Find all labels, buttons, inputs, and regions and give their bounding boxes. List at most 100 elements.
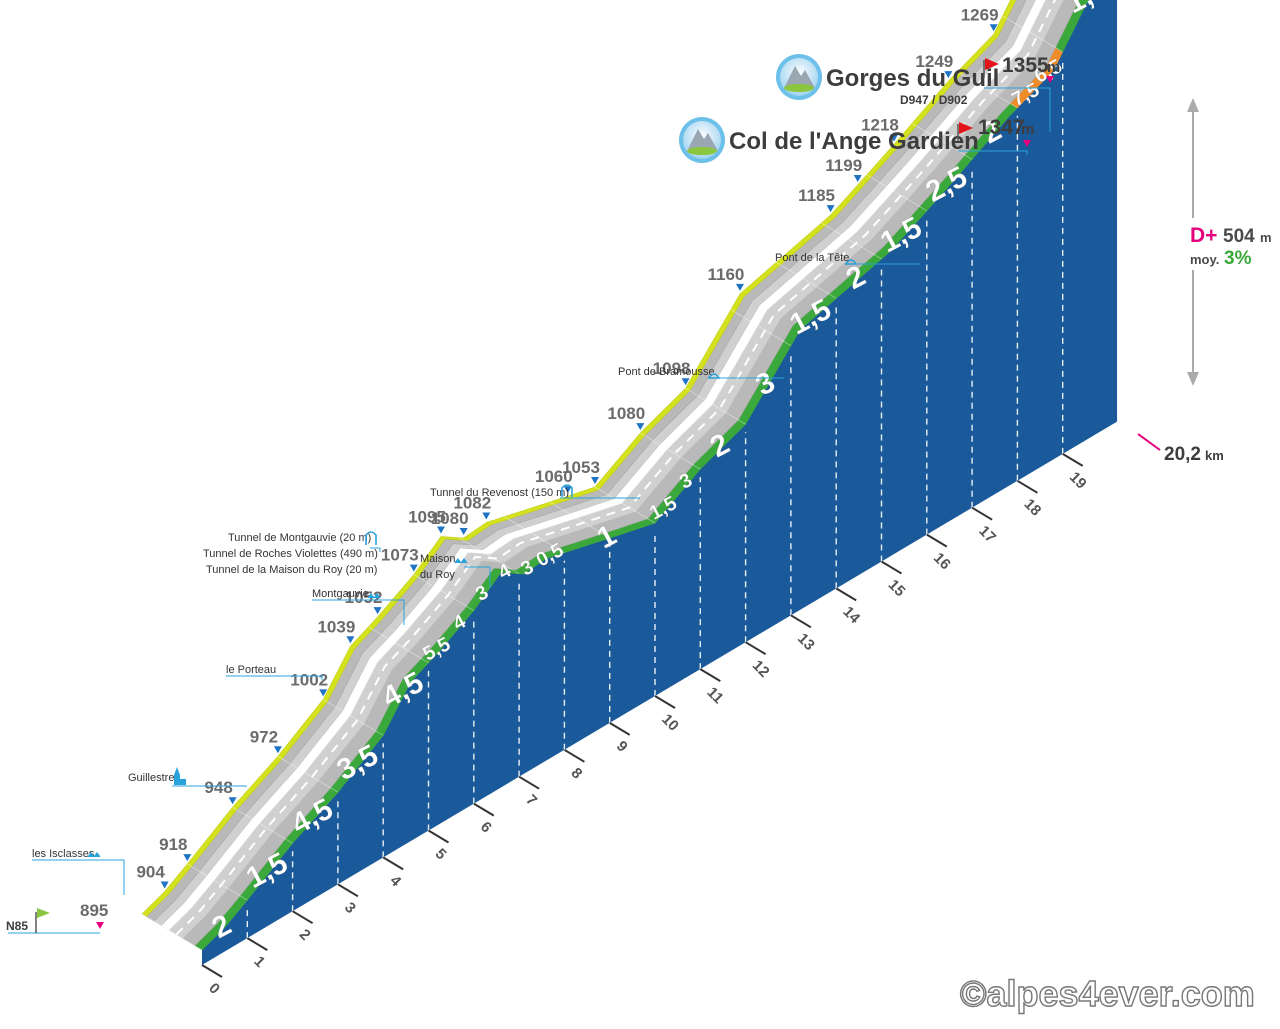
village-icon: [367, 593, 381, 599]
altitude-marker-icon: [459, 528, 468, 536]
elevation-gain-label: D+: [1190, 224, 1217, 247]
altitude-marker-icon: [944, 71, 953, 79]
altitude-label: 1249: [915, 52, 953, 71]
altitude-marker-icon: [436, 526, 445, 534]
altitude-marker-icon: [273, 746, 282, 754]
km-tick: [518, 775, 540, 790]
church-icon: [174, 767, 186, 785]
altitude-label: 948: [204, 778, 232, 797]
km-tick-label: 19: [1066, 469, 1090, 493]
arrow-up-icon: [1187, 98, 1199, 112]
summit-gorges-du-guil: Gorges du Guil D947 / D902 1355 m: [776, 54, 1060, 132]
km-tick-label: 1: [250, 953, 268, 971]
place-n85: N85: [6, 908, 104, 934]
altitude-marker-icon: [563, 486, 572, 494]
place-pont-bramousse: Pont de Bramousse: [618, 366, 784, 379]
km-tick: [563, 748, 585, 763]
altitude-marker-icon: [482, 512, 491, 520]
km-tick: [971, 506, 993, 521]
altitude-label: 1073: [381, 546, 419, 565]
altitude-label: 972: [250, 727, 278, 746]
place-pont-tete: Pont de la Tête: [775, 252, 920, 265]
summit-flag-icon: [959, 122, 973, 134]
summit-altitude: 1347: [978, 116, 1025, 139]
front-face: [202, 0, 1118, 965]
place-maison-du-roy: Maison du Roy: [420, 553, 491, 588]
altitude-marker-icon: [826, 205, 835, 213]
altitude-marker-icon: [591, 477, 599, 484]
km-tick-label: 0: [205, 980, 223, 998]
altitude-label: 1082: [453, 494, 491, 513]
place-label: Maison: [420, 553, 455, 565]
altitude-label: 1053: [562, 458, 600, 477]
place-label: du Roy: [420, 569, 455, 581]
place-label: les Isclasses: [32, 848, 95, 860]
ribbon-layer: [141, 0, 1089, 951]
start-flag-icon: [37, 908, 50, 918]
altitude-marker-icon: [853, 174, 862, 182]
km-tick: [1016, 479, 1038, 494]
km-tick: [382, 856, 404, 871]
km-tick: [201, 964, 223, 978]
altitude-marker-icon: [346, 636, 355, 644]
summit-name: Col de l'Ange Gardien: [729, 128, 979, 155]
km-tick: [745, 641, 767, 656]
place-label: Pont de la Tête: [775, 252, 849, 264]
elevation-summary: D+ 504 m moy. 3%: [1186, 98, 1272, 386]
altitude-marker-icon: [636, 423, 645, 431]
km-tick-label: 6: [477, 818, 495, 836]
total-distance-value: 20,2: [1164, 444, 1201, 465]
km-tick: [790, 614, 812, 629]
place-label: Pont de Bramousse: [618, 366, 715, 378]
km-tick-label: 8: [568, 765, 586, 783]
altitude-marker-icon: [228, 797, 237, 805]
place-label: Guillestre: [128, 772, 174, 784]
km-tick-label: 14: [839, 603, 863, 627]
km-tick-label: 4: [386, 872, 404, 890]
km-tick-label: 12: [749, 657, 773, 681]
altitude-marker-icon: [889, 134, 898, 142]
place-tunnels-group: Tunnel de Montgauvie (20 m) Tunnel de Ro…: [203, 531, 405, 625]
verge-band: [141, 0, 1017, 917]
altitude-marker-icon: [319, 689, 328, 697]
altitude-label: 1185: [798, 186, 835, 205]
credit-text: ©alpes4ever.com: [960, 973, 1255, 1014]
total-distance-unit: km: [1205, 448, 1224, 463]
altitude-label: 1160: [708, 265, 745, 284]
place-le-porteau: le Porteau: [226, 664, 323, 680]
tunnel-icon: [561, 484, 573, 497]
km-tick: [292, 910, 314, 925]
elevation-gain-value: 504: [1223, 226, 1255, 247]
summit-name: Gorges du Guil: [826, 65, 999, 92]
km-tick: [609, 722, 631, 736]
km-tick: [1062, 453, 1084, 467]
altitude-marker-icon: [735, 283, 744, 291]
summit-unit: m: [1021, 121, 1034, 138]
place-label: Tunnel de la Maison du Roy (20 m): [206, 564, 377, 576]
elevation-gain-unit: m: [1260, 230, 1272, 245]
place-label: Montgauvie: [312, 588, 369, 600]
front-face-layer: [202, 0, 1118, 965]
km-tick: [699, 668, 721, 682]
altitude-label: 1002: [290, 670, 328, 689]
altitude-marker-icon: [989, 24, 998, 32]
start-marker-icon: [96, 922, 104, 929]
altitude-label: 918: [159, 835, 187, 854]
km-tick-label: 7: [522, 792, 540, 810]
average-label: moy.: [1190, 252, 1219, 267]
km-tick-label: 9: [613, 738, 631, 756]
altitude-label: 1052: [345, 588, 383, 607]
altitude-label: 1095: [408, 507, 446, 526]
place-guillestre: Guillestre: [128, 767, 247, 787]
summit-altitude: 1355: [1002, 54, 1049, 77]
km-tick-label: 15: [885, 576, 909, 600]
km-tick-label: 13: [794, 630, 818, 654]
altitude-label: 1080: [607, 404, 645, 423]
km-tick: [473, 802, 495, 817]
km-tick: [246, 937, 268, 951]
summit-unit: m: [1047, 59, 1060, 76]
village-icon: [454, 558, 468, 564]
km-tick: [926, 533, 948, 548]
altitude-label: 1218: [861, 115, 899, 134]
